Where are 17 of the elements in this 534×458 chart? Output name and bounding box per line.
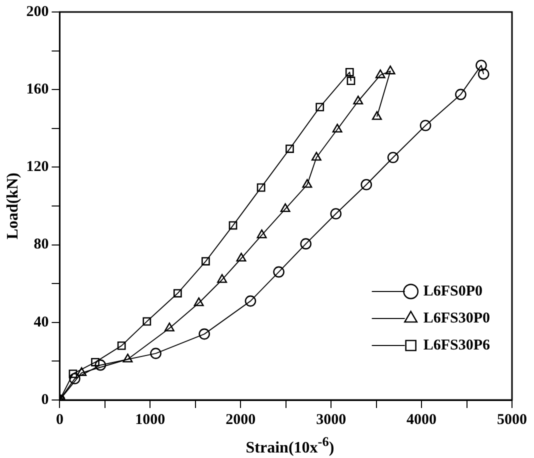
y-tick-label: 160 bbox=[26, 81, 49, 98]
legend-label: L6FS30P0 bbox=[423, 310, 490, 326]
y-tick-label: 80 bbox=[34, 236, 49, 253]
x-tick-label: 4000 bbox=[406, 412, 437, 428]
y-tick-label: 200 bbox=[26, 4, 49, 20]
y-axis-title: Load(kN) bbox=[4, 172, 22, 240]
legend-label: L6FS30P6 bbox=[423, 337, 490, 354]
y-tick-label: 40 bbox=[34, 314, 49, 330]
y-tick-label: 0 bbox=[41, 392, 49, 408]
y-tick-label: 120 bbox=[26, 159, 49, 176]
x-tick-label: 0 bbox=[56, 412, 64, 428]
x-tick-label: 5000 bbox=[497, 412, 527, 428]
x-tick-label: 3000 bbox=[316, 412, 346, 428]
x-tick-label: 1000 bbox=[135, 412, 166, 428]
legend-label: L6FS0P0 bbox=[423, 283, 483, 300]
x-tick-label: 2000 bbox=[226, 412, 256, 428]
x-axis-title: Strain(10x$^{-6}$) bbox=[244, 433, 336, 458]
